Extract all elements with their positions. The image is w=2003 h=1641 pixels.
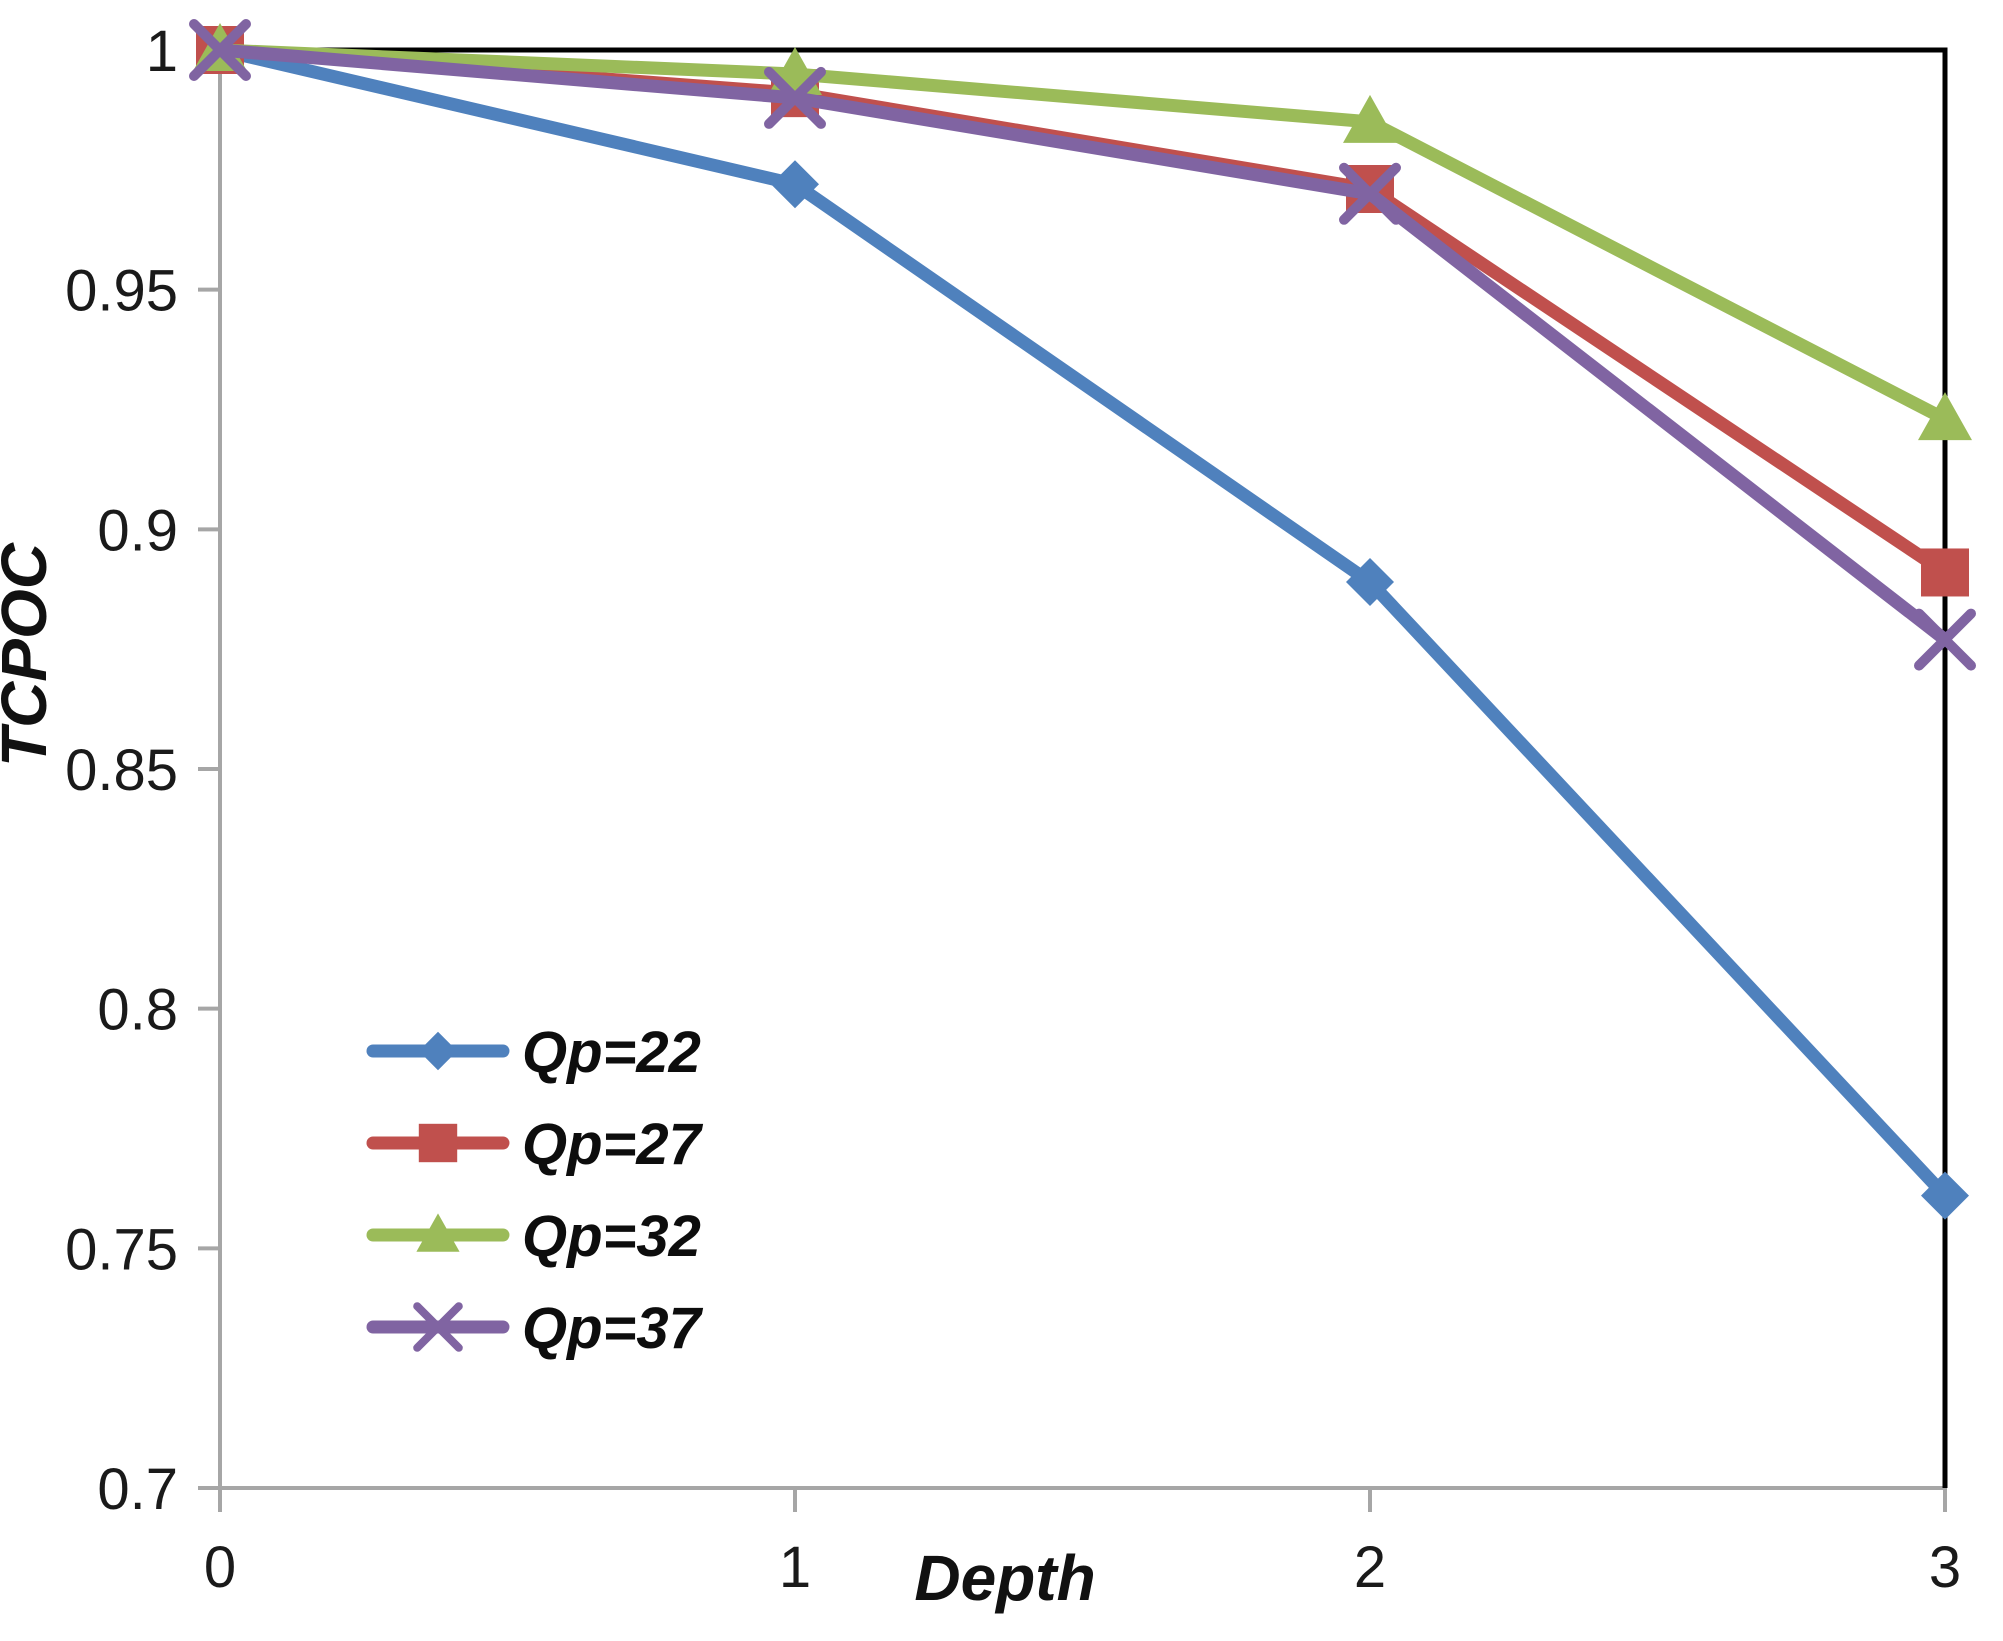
series-line-qp-37 xyxy=(213,43,1952,647)
legend-label: Qp=32 xyxy=(522,1204,701,1269)
y-axis-title: TCPOC xyxy=(0,542,60,767)
y-tick-label: 1 xyxy=(146,19,178,84)
y-tick-label: 0.75 xyxy=(65,1217,178,1282)
legend-item: Qp=27 xyxy=(366,1112,704,1177)
legend-label: Qp=22 xyxy=(522,1020,701,1085)
y-tick-label: 0.85 xyxy=(65,738,178,803)
data-point-marker-s2-p2 xyxy=(1343,94,1397,143)
y-tick-label: 0.9 xyxy=(97,498,178,563)
legend-item: Qp=37 xyxy=(366,1296,704,1361)
legend-label: Qp=37 xyxy=(522,1296,704,1361)
data-point-marker-slegend-1 xyxy=(418,1123,458,1163)
data-point-marker-s3-p2 xyxy=(1339,162,1401,225)
data-point-marker-slegend-2 xyxy=(416,1213,460,1252)
x-tick-label: 3 xyxy=(1929,1535,1961,1600)
data-point-marker-s0-p3 xyxy=(1921,1171,1969,1220)
y-tick-label: 0.7 xyxy=(97,1457,178,1522)
data-point-marker-s3-p0 xyxy=(189,19,251,81)
series-line-qp-22 xyxy=(213,43,1952,1203)
series-line-qp-27 xyxy=(213,43,1952,579)
data-point-marker-slegend-0 xyxy=(418,1031,458,1071)
data-point-marker-s3-p1 xyxy=(764,66,826,129)
x-tick-label: 2 xyxy=(1354,1535,1386,1600)
data-point-marker-s2-p3 xyxy=(1918,392,1972,441)
legend-item: Qp=22 xyxy=(366,1020,701,1085)
data-point-marker-s0-p1 xyxy=(771,160,819,209)
y-tick-label: 0.8 xyxy=(97,978,178,1043)
data-point-marker-slegend-3 xyxy=(413,1302,463,1352)
y-tick-label: 0.95 xyxy=(65,259,178,324)
x-axis-title: Depth xyxy=(914,1542,1095,1614)
x-tick-label: 0 xyxy=(204,1535,236,1600)
data-point-marker-s0-p2 xyxy=(1346,558,1394,607)
data-point-marker-s1-p3 xyxy=(1921,548,1969,597)
legend-item: Qp=32 xyxy=(366,1204,701,1269)
legend-label: Qp=27 xyxy=(522,1112,704,1177)
series-line-qp-32 xyxy=(213,43,1952,426)
data-point-marker-s3-p3 xyxy=(1914,608,1976,671)
plot-border xyxy=(220,47,1948,1488)
x-tick-label: 1 xyxy=(779,1535,811,1600)
